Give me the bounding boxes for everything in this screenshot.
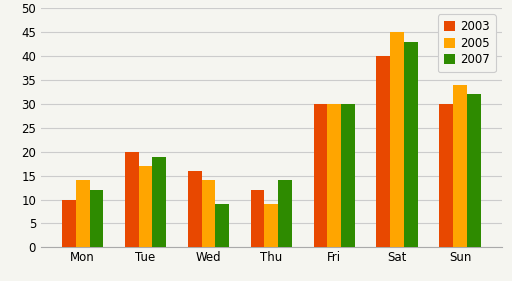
Bar [279, 180, 292, 247]
Bar [313, 104, 327, 247]
Bar [90, 190, 103, 247]
Bar [327, 104, 341, 247]
Legend: 2003, 2005, 2007: 2003, 2005, 2007 [438, 14, 496, 72]
Bar [404, 42, 418, 247]
Bar [341, 104, 355, 247]
Bar [188, 171, 202, 247]
Bar [264, 204, 279, 247]
Bar [250, 190, 264, 247]
Bar [216, 204, 229, 247]
Bar [202, 180, 216, 247]
Bar [139, 166, 153, 247]
Bar [439, 104, 453, 247]
Bar [125, 152, 139, 247]
Bar [390, 32, 404, 247]
Bar [467, 94, 481, 247]
Bar [153, 157, 166, 247]
Bar [453, 85, 467, 247]
Bar [62, 200, 76, 247]
Bar [76, 180, 90, 247]
Bar [376, 56, 390, 247]
